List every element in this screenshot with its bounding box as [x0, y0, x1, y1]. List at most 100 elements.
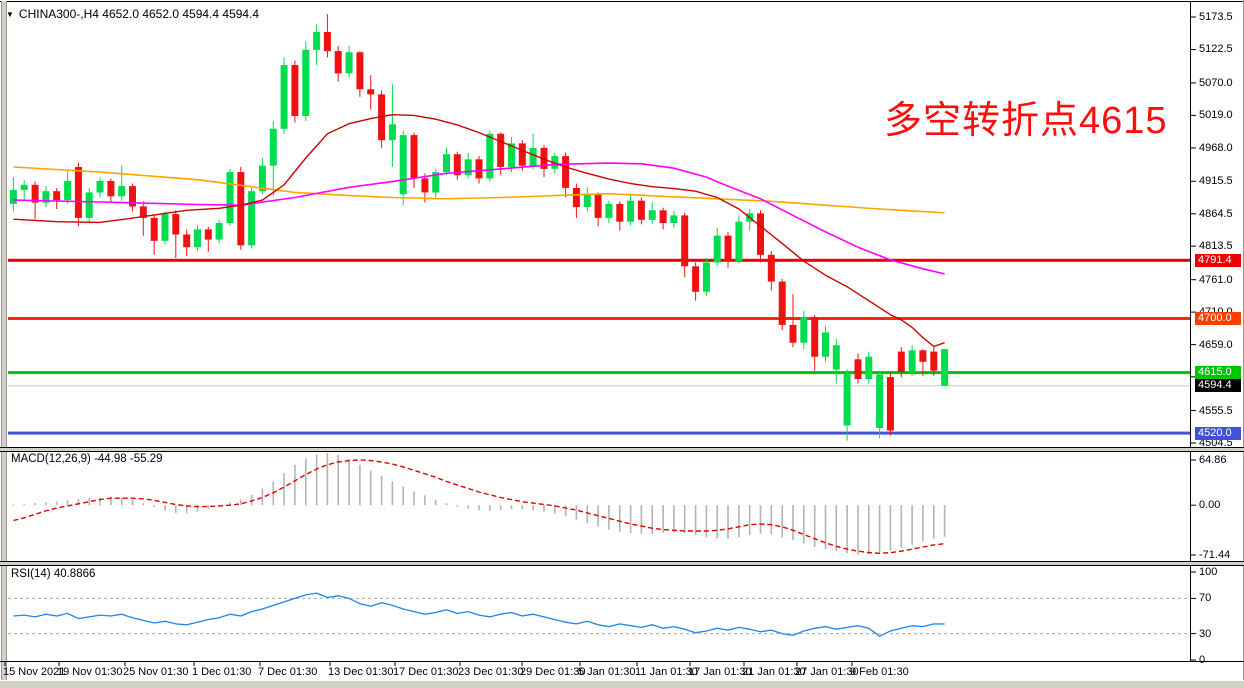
- candle-body: [713, 235, 721, 263]
- candle-body: [497, 133, 505, 167]
- macd-bar: [164, 505, 166, 511]
- time-tick-label: 23 Dec 01:30: [458, 666, 524, 678]
- macd-signal-line: [13, 459, 945, 555]
- price-tick-label: 4915.5: [1199, 175, 1233, 188]
- rsi-level-lines: [8, 597, 1190, 635]
- macd-bar: [185, 505, 188, 514]
- macd-bar: [900, 505, 903, 548]
- price-axis[interactable]: [1190, 0, 1244, 662]
- macd-bar: [142, 503, 145, 506]
- price-tick-label: 5122.5: [1199, 43, 1233, 56]
- chart-title-bar: ▼ CHINA300-,H4 4652.0 4652.0 4594.4 4594…: [6, 7, 259, 21]
- candle-body: [96, 181, 104, 193]
- macd-bar: [337, 455, 339, 506]
- candle-body: [161, 214, 169, 241]
- candle-body: [215, 223, 223, 240]
- panel-splitter[interactable]: [0, 561, 1244, 566]
- macd-bar: [543, 505, 545, 512]
- candle-body: [399, 135, 407, 195]
- rsi-tick-label: 100: [1199, 566, 1218, 578]
- macd-bar: [131, 499, 134, 506]
- candle-body: [118, 186, 126, 197]
- candle-body: [53, 191, 61, 201]
- price-tick-label: 4659.0: [1199, 338, 1233, 351]
- candle-body: [572, 188, 580, 208]
- macd-bar: [359, 464, 361, 506]
- macd-bar: [673, 505, 675, 533]
- macd-bar: [716, 505, 718, 539]
- candle-body: [800, 317, 808, 343]
- macd-bar: [66, 500, 69, 506]
- level-line-4791.4[interactable]: [8, 258, 1190, 262]
- macd-bar: [564, 505, 567, 517]
- ma-mid-line: [13, 162, 945, 275]
- candle-body: [367, 89, 375, 95]
- candle-body: [323, 32, 331, 52]
- macd-bar: [683, 505, 686, 534]
- candle-body: [886, 377, 894, 431]
- candle-body: [843, 373, 851, 426]
- panel-splitter[interactable]: [0, 447, 1244, 452]
- macd-bar: [857, 505, 859, 555]
- macd-bar: [770, 505, 773, 535]
- candle-body: [767, 254, 775, 282]
- price-axis-border: [1190, 2, 1191, 661]
- price-tick-label: 5019.0: [1199, 109, 1233, 122]
- ma-fast-line: [13, 114, 945, 348]
- time-tick-label: 15 Nov 2021: [3, 666, 66, 678]
- candle-body: [334, 51, 342, 74]
- candle-body: [876, 374, 884, 428]
- macd-bar: [586, 505, 589, 524]
- time-tick-label: 27 Jan 01:30: [795, 666, 859, 678]
- candle-body: [692, 266, 700, 292]
- level-line-4520.0[interactable]: [8, 431, 1190, 435]
- macd-bar: [803, 505, 805, 544]
- macd-bar: [77, 498, 80, 506]
- candle-body: [421, 178, 429, 193]
- macd-bar: [294, 464, 296, 506]
- candle-body: [345, 52, 353, 74]
- level-line-4615.0[interactable]: [8, 371, 1190, 375]
- annotation-text: 多空转折点4615: [884, 100, 1168, 142]
- price-tick-label: 5070.0: [1199, 76, 1233, 89]
- macd-bar: [120, 497, 123, 506]
- macd-bar: [175, 505, 177, 513]
- candle-body: [291, 65, 299, 116]
- price-tick-label: 5173.5: [1199, 11, 1233, 23]
- rsi-line: [13, 592, 945, 637]
- macd-bar: [207, 505, 210, 509]
- macd-bar: [380, 475, 383, 506]
- level-line-4700.0[interactable]: [8, 317, 1190, 320]
- candle-body: [681, 215, 689, 267]
- candle-body: [183, 234, 191, 248]
- macd-bar: [748, 505, 751, 536]
- candle-body: [529, 147, 537, 166]
- candle-body: [356, 52, 364, 90]
- time-tick-label: 19 Nov 01:30: [57, 666, 123, 678]
- status-strip: [0, 681, 1244, 688]
- candle-body: [540, 147, 548, 169]
- candle-body: [670, 215, 678, 223]
- time-tick-label: 1 Dec 01:30: [192, 666, 252, 678]
- candle-body: [237, 172, 245, 246]
- price-tag-4791.4: 4791.4: [1195, 254, 1241, 267]
- macd-bar: [619, 505, 621, 532]
- macd-bar: [824, 505, 827, 550]
- macd-bar: [12, 504, 15, 506]
- macd-bar: [456, 505, 459, 507]
- candle-body: [204, 229, 212, 240]
- candle-body: [854, 359, 862, 379]
- ma-mid-line: [13, 162, 945, 275]
- level-line-4594.4[interactable]: [8, 385, 1190, 387]
- axis-tick-marks: [4, 16, 1196, 666]
- macd-bar: [705, 505, 708, 538]
- price-tag-4700.0: 4700.0: [1195, 312, 1241, 325]
- macd-bar: [196, 505, 199, 512]
- macd-bar: [759, 505, 762, 534]
- time-tick-label: 9 Feb 01:30: [850, 666, 909, 678]
- candle-body: [85, 192, 93, 218]
- macd-bar: [467, 505, 469, 509]
- symbol-dropdown-icon[interactable]: ▼: [6, 9, 14, 19]
- rsi-tick-label: 0: [1199, 654, 1206, 666]
